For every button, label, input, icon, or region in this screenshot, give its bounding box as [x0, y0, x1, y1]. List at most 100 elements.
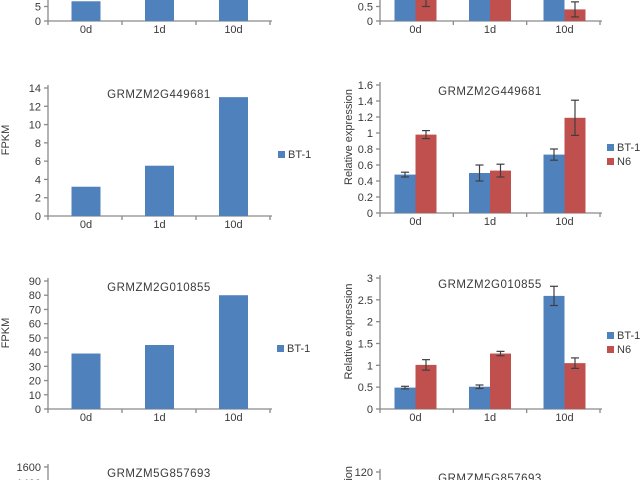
legend-label-N6: N6	[617, 344, 631, 356]
y-tick-label: 2.5	[358, 295, 373, 307]
legend-label-N6: N6	[617, 156, 631, 168]
y-tick-label: 0	[35, 16, 41, 28]
bar-0d-BT-1	[394, 174, 416, 213]
bar-10d-BT-1	[219, 0, 248, 21]
bar-0d-N6	[415, 0, 437, 21]
bar-0d-N6	[415, 134, 437, 213]
x-category-label: 1d	[153, 412, 165, 424]
bar-0d-BT-1	[71, 186, 101, 216]
y-tick-label: 0	[367, 404, 373, 416]
x-category-label: 0d	[80, 219, 92, 231]
y-axis-title: Relative expression	[343, 466, 355, 480]
x-category-label: 1d	[484, 412, 496, 424]
y-tick-label: 50	[29, 333, 41, 345]
y-tick-label: 1400	[17, 478, 41, 480]
x-category-label: 0d	[409, 24, 421, 36]
y-tick-label: 4	[35, 174, 41, 186]
y-tick-label: 1600	[17, 462, 41, 474]
bar-10d-N6	[564, 363, 586, 409]
y-tick-label: 1.4	[358, 96, 373, 108]
x-category-label: 10d	[224, 412, 242, 424]
x-category-label: 1d	[484, 24, 496, 36]
y-tick-label: 0	[35, 404, 41, 416]
y-tick-label: 2	[367, 317, 373, 329]
bar-1d-BT-1	[469, 0, 490, 21]
y-tick-label: 0.2	[358, 192, 373, 204]
bar-1d-BT-1	[145, 345, 174, 409]
x-category-label: 0d	[80, 24, 92, 36]
bar-1d-N6	[490, 353, 511, 409]
legend-swatch-BT-1	[607, 332, 614, 339]
chart-title: GRMZM2G010855	[438, 279, 542, 291]
bar-10d-BT-1	[543, 154, 565, 213]
bar-0d-BT-1	[71, 1, 101, 21]
y-tick-label: 0	[35, 211, 41, 223]
x-category-label: 1d	[484, 216, 496, 228]
chart-title: GRMZM2G449681	[107, 89, 211, 101]
y-tick-label: 120	[355, 467, 373, 479]
x-category-label: 0d	[80, 412, 92, 424]
y-tick-label: 30	[29, 361, 41, 373]
y-tick-label: 0.4	[358, 176, 373, 188]
y-tick-label: 0	[367, 208, 373, 220]
y-tick-label: 70	[29, 304, 41, 316]
legend-swatch-BT-1	[607, 144, 614, 151]
x-category-label: 10d	[224, 219, 242, 231]
legend-label-BT-1: BT-1	[617, 142, 640, 154]
y-tick-label: 1.2	[358, 112, 373, 124]
bar-10d-BT-1	[543, 295, 565, 409]
y-tick-label: 8	[35, 138, 41, 150]
x-category-label: 1d	[153, 219, 165, 231]
chart-title: GRMZM2G010855	[107, 282, 211, 294]
x-category-label: 0d	[409, 412, 421, 424]
y-tick-label: 10	[29, 390, 41, 402]
y-axis-title: FPKM	[0, 125, 12, 156]
legend-swatch-N6	[607, 158, 614, 165]
x-category-label: 10d	[555, 24, 573, 36]
legend-label-BT-1: BT-1	[287, 343, 310, 355]
legend-label-BT-1: BT-1	[617, 330, 640, 342]
y-tick-label: 2	[35, 193, 41, 205]
y-tick-label: 0.8	[358, 144, 373, 156]
bar-10d-N6	[564, 117, 586, 213]
bar-1d-BT-1	[145, 0, 174, 21]
y-tick-label: 5	[35, 2, 41, 14]
y-tick-label: 0	[367, 16, 373, 28]
y-tick-label: 1.5	[358, 338, 373, 350]
bar-1d-BT-1	[469, 173, 490, 213]
y-tick-label: 0.5	[358, 382, 373, 394]
y-tick-label: 80	[29, 290, 41, 302]
bar-1d-BT-1	[145, 165, 174, 216]
legend-swatch-BT-1	[277, 345, 284, 352]
bar-10d-BT-1	[543, 0, 565, 21]
y-tick-label: 10	[29, 120, 41, 132]
x-category-label: 10d	[555, 412, 573, 424]
bar-10d-BT-1	[219, 295, 248, 409]
chart-title: GRMZM2G449681	[438, 86, 542, 98]
y-tick-label: 40	[29, 347, 41, 359]
x-category-label: 10d	[555, 216, 573, 228]
legend-label-BT-1: BT-1	[288, 149, 311, 161]
y-tick-label: 1.6	[358, 80, 373, 92]
x-category-label: 10d	[224, 24, 242, 36]
chart-title: GRMZM5G857693	[107, 468, 211, 480]
y-axis-title: Relative expression	[343, 283, 355, 379]
bar-1d-N6	[490, 170, 511, 213]
bar-1d-BT-1	[469, 386, 490, 409]
y-tick-label: 14	[29, 83, 41, 95]
y-tick-label: 3	[367, 273, 373, 285]
y-tick-label: 20	[29, 376, 41, 388]
bar-0d-BT-1	[394, 0, 416, 21]
y-axis-title: FPKM	[0, 318, 12, 349]
y-tick-label: 12	[29, 101, 41, 113]
bar-10d-BT-1	[219, 97, 248, 216]
bar-0d-BT-1	[71, 353, 101, 409]
